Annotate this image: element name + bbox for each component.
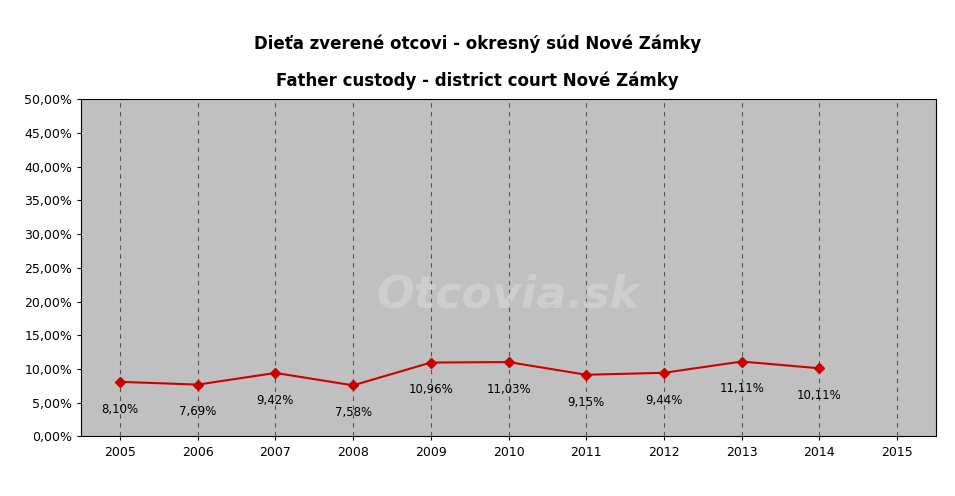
Text: 10,11%: 10,11% (797, 389, 841, 402)
Text: 9,15%: 9,15% (567, 396, 605, 409)
Text: 11,11%: 11,11% (719, 382, 764, 395)
Text: 10,96%: 10,96% (409, 383, 454, 396)
Text: 9,44%: 9,44% (646, 394, 683, 407)
Text: 7,69%: 7,69% (179, 405, 217, 419)
Text: 7,58%: 7,58% (334, 406, 371, 419)
Text: 11,03%: 11,03% (486, 383, 531, 396)
Text: Dieťa zverené otcovi - okresný súd Nové Zámky: Dieťa zverené otcovi - okresný súd Nové … (254, 35, 701, 53)
Text: Father custody - district court Nové Zámky: Father custody - district court Nové Zám… (276, 72, 679, 90)
Text: 9,42%: 9,42% (257, 394, 294, 407)
Text: 8,10%: 8,10% (101, 403, 138, 416)
Text: Otcovia.sk: Otcovia.sk (377, 273, 640, 316)
